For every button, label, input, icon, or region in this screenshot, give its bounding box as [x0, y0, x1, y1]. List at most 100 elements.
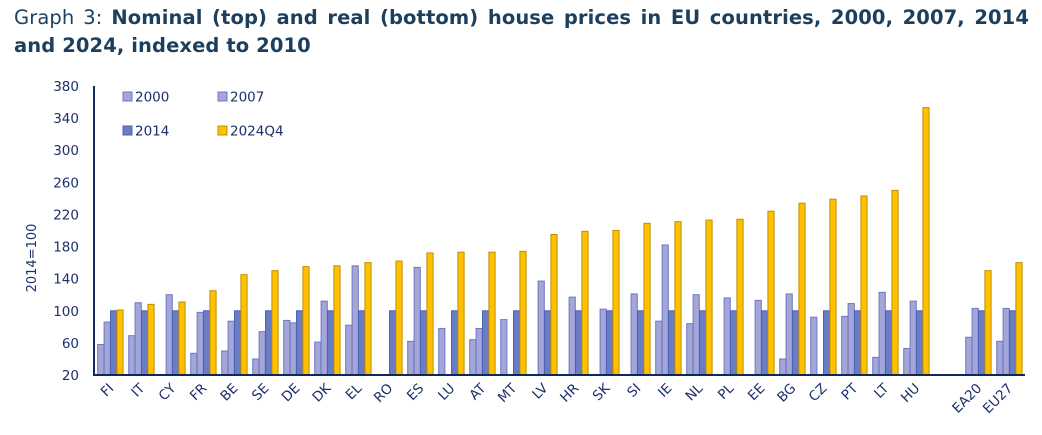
bar-eu27-2024q4 [1015, 262, 1023, 376]
bar-de-2024q4 [302, 266, 310, 376]
bar-se-2000 [252, 358, 260, 376]
bar-group-it [128, 302, 155, 376]
bar-group-hr [568, 230, 589, 376]
bar-ea20-2024q4 [984, 270, 992, 376]
bar-sk-2024q4 [612, 230, 620, 376]
bar-sk-2007 [599, 308, 607, 376]
bar-ie-2024q4 [674, 221, 682, 376]
x-tick-label: CZ [806, 381, 831, 406]
bar-group-el [345, 262, 372, 376]
legend-label: 2024Q4 [230, 124, 284, 140]
bar-hu-2007 [909, 300, 917, 376]
x-tick-label: SK [590, 380, 614, 404]
bar-group-se [252, 270, 279, 376]
legend-label: 2007 [230, 90, 264, 106]
bar-ie-2000 [655, 320, 663, 376]
x-tick-label: EU27 [980, 381, 1016, 417]
bar-fi-2014 [110, 310, 118, 376]
x-tick-label: LU [435, 381, 458, 404]
bar-lv-2007 [537, 280, 545, 376]
bar-lu-2024q4 [457, 251, 465, 376]
bar-it-2014 [141, 310, 149, 376]
y-tick-label: 180 [53, 240, 79, 256]
bar-de-2000 [283, 319, 291, 376]
bar-ea20-2014 [978, 310, 986, 376]
bar-at-2014 [482, 310, 490, 376]
y-tick-label: 140 [53, 272, 79, 288]
bar-group-cz [810, 198, 837, 376]
bar-group-lu [438, 251, 465, 376]
bar-hr-2024q4 [581, 230, 589, 376]
bar-group-dk [314, 265, 341, 376]
bar-bg-2007 [785, 293, 793, 376]
legend-swatch [217, 125, 228, 136]
bar-es-2000 [407, 340, 415, 376]
bar-bg-2014 [792, 310, 800, 376]
legend-label: 2014 [135, 124, 169, 140]
y-axis-ticks: 20 60 100 140 180 220 260 300 340 380 [53, 79, 79, 384]
bar-cy-2014 [172, 310, 180, 376]
bar-be-2007 [227, 320, 235, 376]
legend-item-2000: 2000 [122, 90, 169, 106]
legend-swatch [122, 125, 133, 136]
bar-dk-2000 [314, 341, 322, 376]
bar-group-bg [779, 202, 806, 376]
x-tick-label: NL [683, 380, 707, 404]
bar-es-2024q4 [426, 252, 434, 376]
bar-fr-2024q4 [209, 290, 217, 376]
bar-hu-2014 [916, 310, 924, 376]
bar-hu-2024q4 [922, 107, 930, 376]
bar-fi-2000 [97, 343, 105, 376]
bar-bg-2000 [779, 358, 787, 376]
bar-ee-2007 [754, 299, 762, 376]
y-tick-label: 380 [53, 79, 79, 95]
bar-si-2024q4 [643, 222, 651, 376]
bar-group-ie [655, 221, 682, 376]
bar-fr-2014 [203, 310, 211, 376]
bar-group-ro [389, 260, 403, 376]
bar-lt-2000 [872, 356, 880, 376]
bar-cz-2000 [810, 316, 818, 376]
bar-pl-2014 [730, 310, 738, 376]
x-tick-label: BE [217, 381, 241, 405]
bar-group-at [469, 251, 496, 376]
bar-ro-2014 [389, 310, 397, 376]
x-tick-label: IE [655, 381, 675, 401]
bar-se-2007 [258, 331, 266, 376]
bar-group-sk [599, 230, 620, 376]
bar-cy-2024q4 [178, 301, 186, 376]
bar-hr-2007 [568, 296, 576, 376]
x-tick-label: IT [128, 380, 148, 400]
bars [97, 107, 1023, 376]
x-tick-label: EE [745, 381, 768, 404]
bar-eu27-2007 [1002, 307, 1010, 376]
y-tick-label: 220 [53, 207, 79, 223]
x-tick-label: LT [871, 380, 893, 402]
bar-it-2024q4 [147, 303, 155, 376]
bar-bg-2024q4 [798, 202, 806, 376]
bar-group-cy [165, 294, 186, 376]
bar-pl-2024q4 [736, 218, 744, 376]
bar-dk-2024q4 [333, 265, 341, 376]
x-tick-label: FI [98, 381, 118, 401]
x-tick-label: BG [774, 381, 799, 406]
bar-group-de [283, 266, 310, 376]
bar-de-2007 [289, 322, 297, 376]
legend-swatch [217, 91, 228, 102]
bar-es-2007 [413, 266, 421, 376]
bar-pt-2024q4 [860, 195, 868, 376]
bar-es-2014 [420, 310, 428, 376]
chart-title: Graph 3: Nominal (top) and real (bottom)… [14, 4, 1029, 60]
bar-lu-2014 [451, 310, 459, 376]
bar-at-2000 [469, 339, 477, 376]
legend-item-2014: 2014 [122, 124, 169, 140]
bar-ie-2007 [661, 244, 669, 376]
bar-si-2007 [630, 293, 638, 376]
bar-lt-2007 [878, 291, 886, 376]
bar-mt-2000 [500, 319, 508, 376]
x-tick-label: CY [156, 380, 180, 404]
x-axis-labels: FI IT CY FR BE SE DE DK EL RO ES LU AT MT LV HR SK SI IE NL… [98, 380, 1017, 417]
y-tick-label: 340 [53, 111, 79, 127]
bar-be-2024q4 [240, 274, 248, 376]
